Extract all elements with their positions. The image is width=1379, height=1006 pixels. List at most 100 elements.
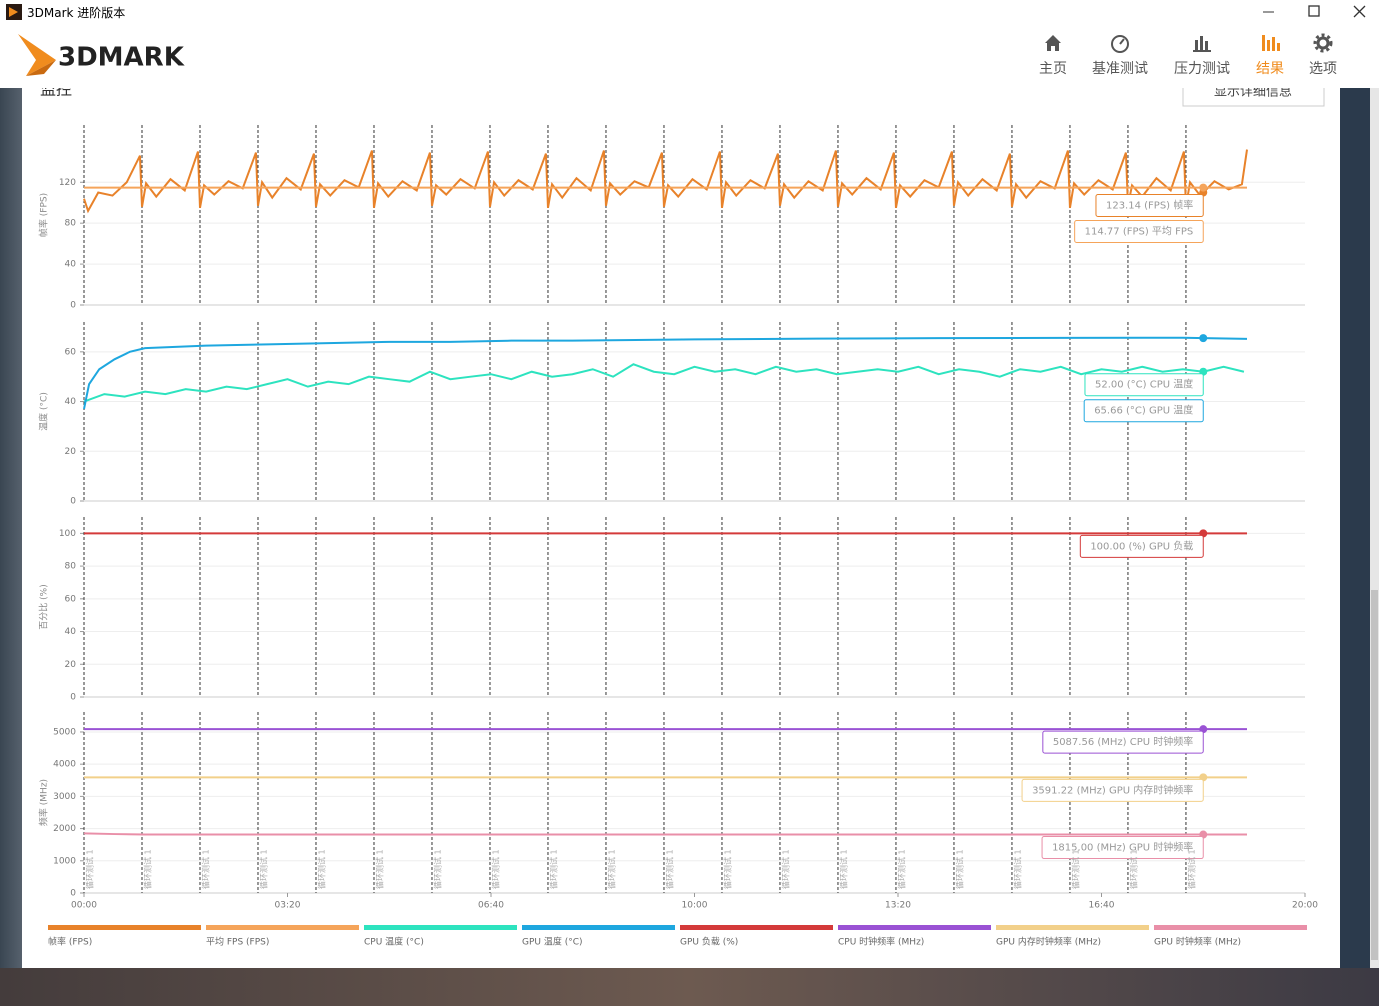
legend-swatch [838, 925, 991, 930]
loop-marker-label: 循环测试 1 [1128, 849, 1138, 889]
tooltip-text: 52.00 (°C) CPU 温度 [1095, 378, 1193, 391]
loop-marker-label: 循环测试 1 [664, 849, 674, 889]
y-tick-label: 40 [65, 397, 77, 407]
nav-icon [1045, 35, 1061, 51]
tooltip-text: 100.00 (%) GPU 负载 [1090, 539, 1193, 552]
loop-marker-label: 循环测试 1 [1186, 849, 1196, 889]
panel-title-clip [40, 80, 100, 88]
loop-marker-label: 循环测试 1 [490, 849, 500, 889]
nav-icon [1193, 36, 1211, 52]
legend-label: CPU 时钟频率 (MHz) [838, 936, 924, 948]
legend-swatch [996, 925, 1149, 930]
tooltip-text: 1815.00 (MHz) GPU 时钟频率 [1052, 841, 1193, 854]
nav-label[interactable]: 基准测试 [1092, 61, 1148, 77]
nav-item[interactable]: 选项 [1283, 32, 1363, 78]
nav-icon [1262, 35, 1280, 51]
tooltip: 123.14 (FPS) 帧率 [1095, 194, 1204, 217]
nav-label[interactable]: 选项 [1309, 61, 1337, 77]
x-tick-label: 20:00 [1292, 901, 1318, 911]
loop-marker-label: 循环测试 1 [258, 849, 268, 889]
x-tick-label: 03:20 [275, 901, 301, 911]
tooltip-box [1021, 778, 1204, 802]
loop-marker-label: 循环测试 1 [780, 849, 790, 889]
x-tick-label: 00:00 [71, 901, 97, 911]
y-tick-label: 2000 [53, 824, 76, 834]
legend-label: GPU 内存时钟频率 (MHz) [996, 936, 1101, 948]
nav-item[interactable]: 压力测试 [1162, 32, 1242, 78]
y-tick-label: 60 [65, 594, 77, 604]
loop-marker-label: 循环测试 1 [1012, 849, 1022, 889]
y-tick-label: 20 [65, 660, 77, 670]
y-tick-label: 20 [65, 447, 77, 457]
loop-marker-label: 循环测试 1 [316, 849, 326, 889]
nav-label[interactable]: 结果 [1256, 61, 1284, 77]
scrollbar[interactable] [1370, 88, 1379, 968]
scrollbar-thumb[interactable] [1371, 590, 1378, 960]
loop-marker-label: 循环测试 1 [896, 849, 906, 889]
tooltip-box [1074, 220, 1204, 243]
x-tick-label: 13:20 [885, 901, 911, 911]
x-tick-label: 06:40 [478, 901, 504, 911]
tooltip-box [1079, 534, 1204, 558]
loop-marker-label: 循环测试 1 [838, 849, 848, 889]
legend-label: 平均 FPS (FPS) [206, 936, 269, 948]
legend-label: 帧率 (FPS) [48, 936, 92, 948]
cursor-dot [1199, 334, 1208, 343]
x-tick-label: 16:40 [1089, 901, 1115, 911]
nav-item[interactable]: 结果 [1230, 32, 1310, 78]
y-tick-label: 0 [70, 497, 76, 507]
legend-swatch [48, 925, 201, 930]
tooltip: 52.00 (°C) CPU 温度 [1084, 373, 1204, 397]
legend-label: GPU 负载 (%) [680, 936, 738, 948]
nav-item[interactable]: 主页 [1013, 32, 1093, 78]
series-line [83, 336, 1248, 410]
legend-swatch [206, 925, 359, 930]
tooltip: 65.66 (°C) GPU 温度 [1083, 399, 1204, 423]
nav-label[interactable]: 压力测试 [1174, 61, 1230, 77]
loop-marker-label: 循环测试 1 [85, 849, 95, 889]
window-controls[interactable] [1255, 0, 1375, 24]
nav-icon [1111, 35, 1129, 53]
y-tick-label: 5000 [53, 727, 76, 737]
nav-item[interactable]: 基准测试 [1080, 32, 1160, 78]
loop-marker-label: 循环测试 1 [142, 849, 152, 889]
legend-label: CPU 温度 (°C) [364, 936, 424, 948]
tooltip: 1815.00 (MHz) GPU 时钟频率 [1041, 836, 1204, 860]
y-tick-label: 120 [59, 178, 76, 188]
loop-marker-label: 循环测试 1 [432, 849, 442, 889]
y-tick-label: 0 [70, 889, 76, 899]
tooltip-text: 5087.56 (MHz) CPU 时钟频率 [1053, 735, 1193, 748]
x-tick-label: 10:00 [682, 901, 708, 911]
tooltip-box [1041, 836, 1204, 860]
y-tick-label: 40 [65, 260, 77, 270]
y-tick-label: 1000 [53, 856, 76, 866]
y-tick-label: 4000 [53, 760, 76, 770]
tooltip-box [1042, 730, 1204, 754]
loop-marker-label: 循环测试 1 [374, 849, 384, 889]
background-art [0, 968, 1379, 1006]
tooltip: 114.77 (FPS) 平均 FPS [1074, 220, 1204, 243]
window-title: 3DMark 进阶版本 [27, 6, 126, 20]
y-tick-label: 3000 [53, 792, 76, 802]
nav-label[interactable]: 主页 [1039, 61, 1067, 77]
y-tick-label: 0 [70, 301, 76, 311]
legend-swatch [1154, 925, 1307, 930]
loop-marker-label: 循环测试 1 [1070, 849, 1080, 889]
tooltip-text: 3591.22 (MHz) GPU 内存时钟频率 [1032, 783, 1193, 796]
y-tick-label: 60 [65, 347, 77, 357]
y-axis-label: 帧率 (FPS) [38, 193, 50, 237]
logo[interactable]: 3DMARK [14, 30, 234, 90]
nav-icon [1313, 33, 1333, 53]
tooltip: 100.00 (%) GPU 负载 [1079, 534, 1204, 558]
logo-text: 3DMARK [58, 43, 185, 73]
loop-marker-label: 循环测试 1 [722, 849, 732, 889]
y-axis-label: 百分比 (%) [38, 584, 50, 629]
loop-marker-label: 循环测试 1 [548, 849, 558, 889]
tooltip-text: 123.14 (FPS) 帧率 [1106, 199, 1193, 212]
legend-swatch [680, 925, 833, 930]
legend-label: GPU 温度 (°C) [522, 936, 583, 948]
series-line [83, 363, 1245, 403]
y-axis-label: 频率 (MHz) [38, 779, 50, 826]
